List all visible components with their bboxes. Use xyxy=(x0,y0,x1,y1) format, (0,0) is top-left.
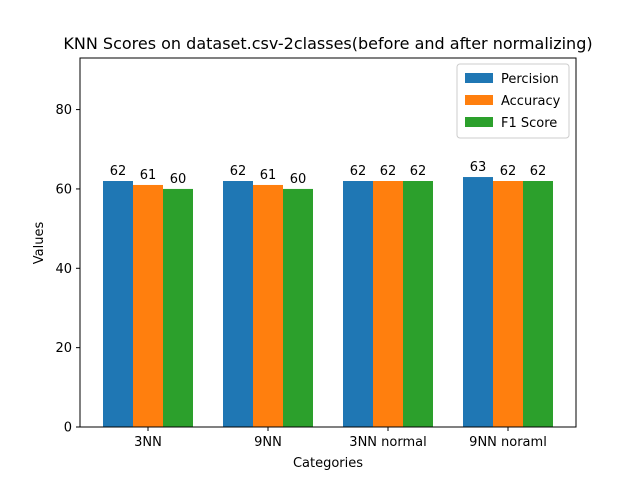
bar-value-label: 62 xyxy=(110,164,127,179)
plot-frame xyxy=(79,57,577,428)
bar-value-label: 62 xyxy=(230,164,247,179)
bar-value-label: 62 xyxy=(410,164,427,179)
bar-value-label: 63 xyxy=(470,160,487,175)
legend-entry: Accuracy xyxy=(501,94,561,109)
bar xyxy=(373,181,403,427)
bar-value-label: 61 xyxy=(260,168,277,183)
bar-value-label: 62 xyxy=(350,164,367,179)
y-tick-label: 0 xyxy=(64,421,72,436)
bar-value-label: 61 xyxy=(140,168,157,183)
bar xyxy=(103,181,133,427)
y-tick-label: 40 xyxy=(55,262,72,277)
legend-swatch xyxy=(465,95,493,105)
legend-entry: F1 Score xyxy=(501,116,557,131)
x-tick-label: 3NN normal xyxy=(349,435,426,450)
bar xyxy=(253,184,283,427)
x-tick-label: 9NN xyxy=(254,435,282,450)
y-axis-label: Values xyxy=(32,222,47,265)
bar xyxy=(343,181,373,427)
legend-entry: Percision xyxy=(501,72,559,87)
bar-value-label: 62 xyxy=(500,164,517,179)
bar xyxy=(133,184,163,427)
legend-swatch xyxy=(465,73,493,83)
bar xyxy=(523,181,553,427)
bar xyxy=(493,181,523,427)
y-tick-label: 80 xyxy=(55,103,72,118)
plot-area: 62 62 62 63 61 61 62 62 60 60 62 62 0 20 40 60 80 3NN 9NN 3… xyxy=(55,57,577,450)
bar xyxy=(403,181,433,427)
bar-value-label: 62 xyxy=(530,164,547,179)
y-tick-label: 20 xyxy=(55,341,72,356)
bar xyxy=(163,188,193,427)
legend: Percision Accuracy F1 Score xyxy=(456,63,570,139)
bar xyxy=(283,188,313,427)
chart-title: KNN Scores on dataset.csv-2classes(befor… xyxy=(63,34,592,53)
x-tick-label: 3NN xyxy=(134,435,162,450)
y-tick-label: 60 xyxy=(55,182,72,197)
bar xyxy=(223,181,253,427)
bar-value-label: 60 xyxy=(170,172,187,187)
x-axis-label: Categories xyxy=(293,456,363,471)
bar xyxy=(463,177,493,427)
bar-value-label: 60 xyxy=(290,172,307,187)
bar-value-label: 62 xyxy=(380,164,397,179)
legend-swatch xyxy=(465,117,493,127)
x-tick-label: 9NN noraml xyxy=(469,435,547,450)
